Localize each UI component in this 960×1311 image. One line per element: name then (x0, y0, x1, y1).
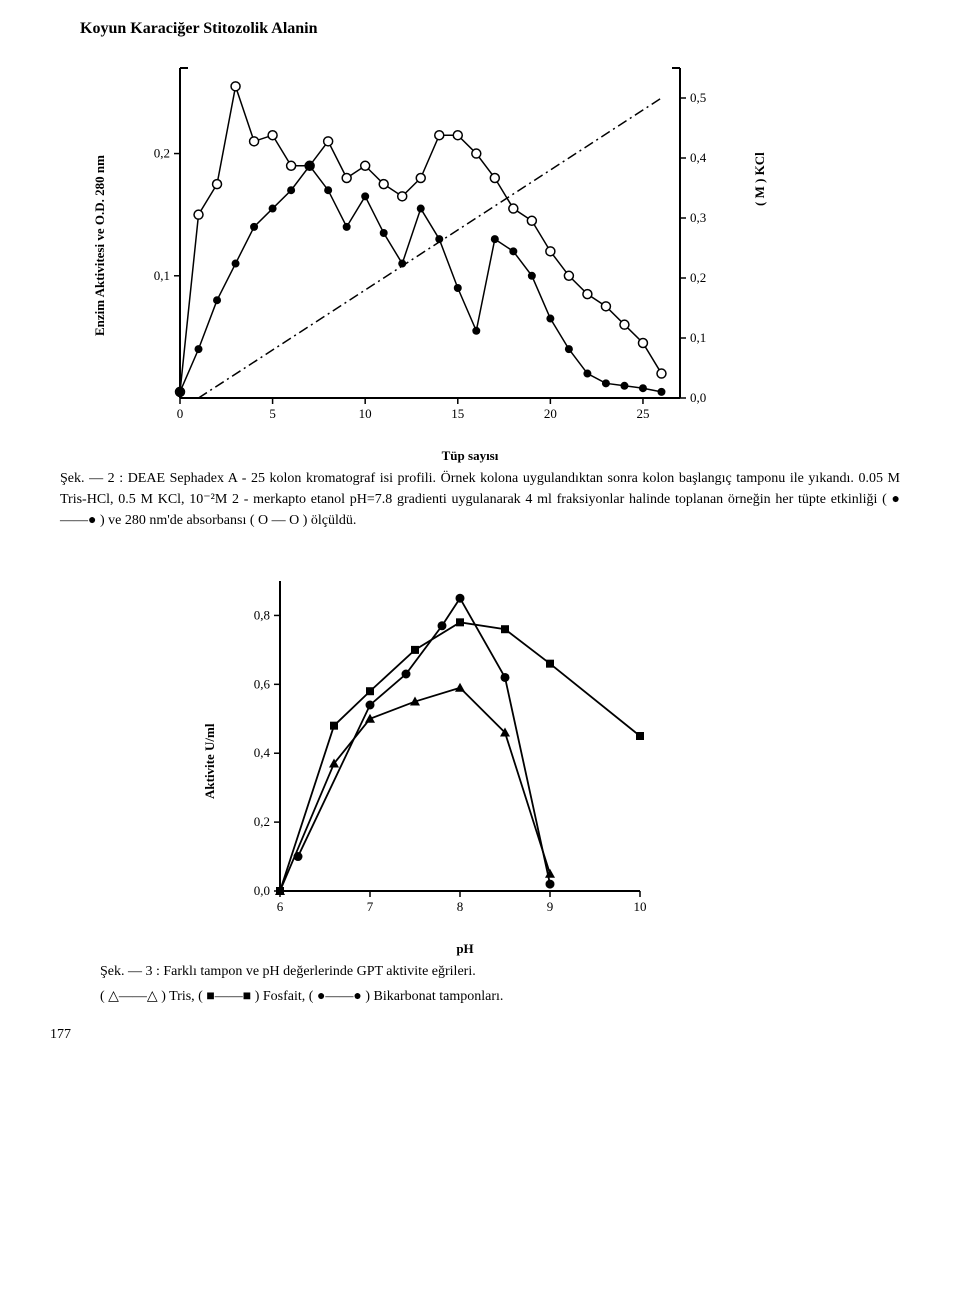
chart1-ylabel-left: Enzim Aktivitesi ve O.D. 280 nm (92, 136, 108, 336)
chart1-plot: 0,1 0,2 0,0 0,1 0,2 0,3 0,4 0,5 0 5 10 15 20 25 (120, 48, 740, 448)
svg-text:25: 25 (636, 406, 649, 421)
svg-text:0,4: 0,4 (690, 150, 707, 165)
caption1-prefix: Şek. — 2 : (60, 471, 123, 486)
svg-text:0,2: 0,2 (254, 814, 270, 829)
svg-text:0,1: 0,1 (690, 330, 706, 345)
svg-text:0,6: 0,6 (254, 676, 271, 691)
page-title: Koyun Karaciğer Stitozolik Alanin (80, 20, 940, 38)
svg-text:15: 15 (451, 406, 464, 421)
svg-text:7: 7 (367, 899, 374, 914)
caption2-prefix: Şek. — 3 : (100, 964, 160, 979)
svg-text:20: 20 (544, 406, 557, 421)
caption1-body2: ve 280 nm'de absorbansı ( O — O ) ölçüld… (108, 513, 356, 528)
chart2-xlabel: pH (250, 941, 680, 957)
chart2-plot: 0,0 0,2 0,4 0,6 0,8 6 7 8 9 10 (220, 561, 660, 941)
caption1: Şek. — 2 : DEAE Sephadex A - 25 kolon kr… (60, 468, 900, 531)
svg-text:6: 6 (277, 899, 284, 914)
svg-text:0,3: 0,3 (690, 210, 706, 225)
svg-text:9: 9 (547, 899, 554, 914)
caption1-body: DEAE Sephadex A - 25 kolon kromatograf i… (60, 471, 900, 507)
chart1-container: Enzim Aktivitesi ve O.D. 280 nm ( M ) KC… (120, 48, 780, 448)
svg-text:0,5: 0,5 (690, 90, 706, 105)
svg-text:0,4: 0,4 (254, 745, 271, 760)
svg-text:0,0: 0,0 (690, 390, 706, 405)
chart2-container: Aktivite U/ml 0,00,20,40,60,8678910 pH (220, 561, 680, 941)
page-number: 177 (50, 1027, 940, 1043)
svg-text:0,2: 0,2 (690, 270, 706, 285)
chart1-ylabel-right: ( M ) KCl (752, 106, 768, 206)
chart2-ylabel: Aktivite U/ml (202, 679, 218, 799)
svg-text:0,8: 0,8 (254, 607, 270, 622)
svg-text:0,1: 0,1 (154, 268, 170, 283)
svg-text:0,2: 0,2 (154, 146, 170, 161)
svg-text:5: 5 (269, 406, 276, 421)
svg-text:0,0: 0,0 (254, 883, 270, 898)
svg-text:10: 10 (634, 899, 647, 914)
chart1-xlabel: Tüp sayısı (160, 448, 780, 464)
svg-text:0: 0 (177, 406, 184, 421)
svg-text:8: 8 (457, 899, 464, 914)
caption2-line2: ( △——△ ) Tris, ( ■——■ ) Fosfait, ( ●——● … (100, 986, 900, 1007)
svg-text:10: 10 (359, 406, 372, 421)
caption2-body: Farklı tampon ve pH değerlerinde GPT akt… (163, 964, 475, 979)
caption2: Şek. — 3 : Farklı tampon ve pH değerleri… (100, 961, 900, 1007)
